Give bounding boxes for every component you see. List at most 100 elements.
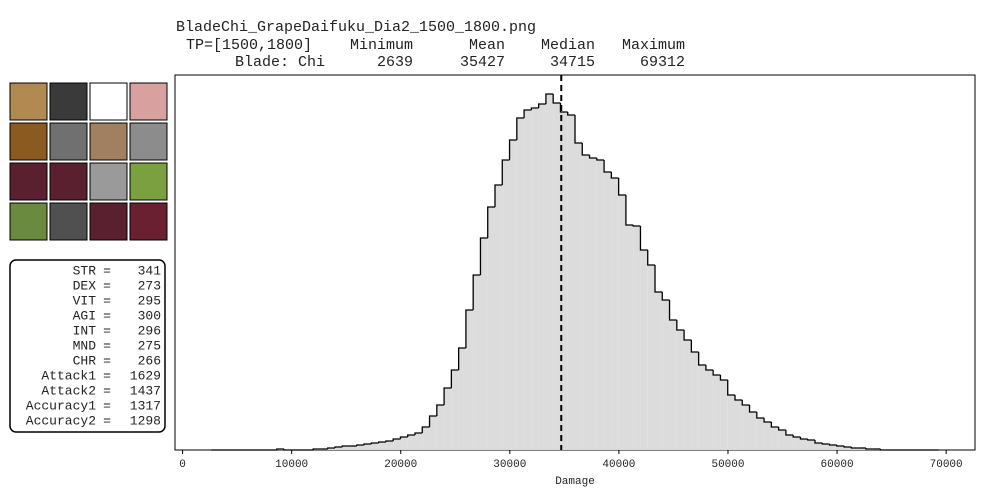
histogram-step bbox=[443, 387, 452, 405]
histogram-bar bbox=[378, 442, 386, 450]
histogram-bar bbox=[793, 437, 801, 450]
histogram-bar bbox=[844, 447, 852, 450]
stat-name: INT bbox=[73, 323, 97, 338]
stat-separator: = bbox=[103, 383, 111, 398]
stat-name: MND bbox=[73, 338, 97, 353]
stats-header: Mean bbox=[469, 37, 505, 54]
histogram-bar bbox=[516, 118, 525, 450]
histogram-step bbox=[399, 436, 408, 439]
x-tick-label: 30000 bbox=[493, 459, 526, 471]
stats-value: 34715 bbox=[550, 54, 595, 71]
histogram-bar bbox=[487, 207, 495, 450]
histogram-bar bbox=[785, 435, 794, 450]
histogram-bar bbox=[494, 185, 503, 450]
x-tick-label: 70000 bbox=[930, 459, 963, 471]
histogram-step bbox=[821, 443, 830, 445]
histogram-step bbox=[501, 159, 510, 185]
stat-name: Attack1 bbox=[41, 368, 96, 383]
histogram-step bbox=[748, 405, 757, 413]
histogram-step bbox=[436, 404, 445, 416]
histogram-step bbox=[654, 265, 663, 293]
stats-value: 69312 bbox=[640, 54, 685, 71]
histogram-step bbox=[407, 434, 415, 437]
stat-separator: = bbox=[103, 263, 111, 278]
histogram-step bbox=[312, 448, 321, 450]
histogram-bar bbox=[509, 140, 517, 450]
histogram-step bbox=[850, 447, 859, 449]
histogram-step bbox=[596, 158, 605, 161]
histogram-step bbox=[828, 444, 837, 446]
histogram-step bbox=[632, 225, 641, 227]
histogram-bar bbox=[611, 178, 619, 450]
histogram-bar bbox=[458, 348, 466, 450]
histogram-step bbox=[545, 93, 554, 104]
stat-name: CHR bbox=[73, 353, 97, 368]
x-axis-label: Damage bbox=[555, 476, 595, 488]
histogram-step bbox=[617, 178, 626, 196]
histogram-bar bbox=[618, 195, 626, 450]
histogram-step bbox=[668, 300, 677, 321]
histogram-step bbox=[879, 449, 888, 451]
histogram-bar bbox=[749, 412, 757, 450]
histogram-bar bbox=[604, 172, 612, 450]
histogram-bar bbox=[465, 310, 474, 450]
histogram-step bbox=[625, 195, 634, 226]
histogram-bar bbox=[414, 433, 423, 450]
histogram-bar bbox=[531, 108, 539, 450]
histogram-bar bbox=[836, 446, 845, 450]
histogram-bar bbox=[371, 443, 379, 450]
histogram-bar bbox=[349, 446, 357, 450]
histogram-step bbox=[472, 274, 481, 310]
histogram-step bbox=[581, 143, 590, 156]
histogram-step bbox=[690, 340, 699, 353]
stat-value: 295 bbox=[138, 293, 161, 308]
histogram-bar bbox=[356, 445, 365, 450]
histogram-step bbox=[334, 446, 343, 448]
stat-separator: = bbox=[103, 398, 111, 413]
histogram-bar bbox=[473, 275, 481, 450]
stat-name: Accuracy2 bbox=[26, 413, 96, 428]
stat-value: 341 bbox=[138, 263, 162, 278]
histogram-bar bbox=[669, 320, 677, 450]
histogram-step bbox=[392, 438, 401, 441]
histogram-bar bbox=[342, 446, 350, 450]
x-tick-label: 10000 bbox=[275, 459, 308, 471]
x-tick-label: 20000 bbox=[384, 459, 417, 471]
stats-row-label: Blade: Chi bbox=[235, 54, 325, 71]
stats-value: 35427 bbox=[460, 54, 505, 71]
histogram-step bbox=[567, 112, 576, 116]
stat-value: 300 bbox=[138, 308, 161, 323]
histogram-bar bbox=[764, 422, 772, 450]
chart-title: BladeChi_GrapeDaifuku_Dia2_1500_1800.png bbox=[176, 19, 536, 36]
stats-header: Maximum bbox=[622, 37, 685, 54]
histogram-bar bbox=[553, 103, 561, 450]
histogram-step bbox=[770, 422, 779, 428]
histogram-step bbox=[712, 370, 721, 376]
histogram-step bbox=[552, 94, 561, 104]
histogram-bar bbox=[625, 225, 634, 450]
x-tick-label: 50000 bbox=[711, 459, 744, 471]
histogram-step bbox=[385, 440, 394, 442]
histogram-bar bbox=[582, 155, 590, 450]
histogram-step bbox=[603, 160, 612, 173]
equipment-grid bbox=[9, 82, 168, 241]
stat-separator: = bbox=[103, 368, 111, 383]
histogram-step bbox=[836, 445, 845, 447]
histogram-bar bbox=[422, 427, 430, 450]
histogram-bar bbox=[589, 158, 597, 450]
histogram-bar bbox=[480, 238, 488, 450]
stat-separator: = bbox=[103, 308, 111, 323]
histogram-step bbox=[727, 380, 736, 396]
histogram-step bbox=[588, 155, 597, 159]
histogram-bar bbox=[655, 292, 663, 450]
histogram-bar bbox=[334, 447, 343, 450]
histogram-step bbox=[792, 435, 801, 438]
histogram-step bbox=[356, 444, 365, 446]
stat-name: DEX bbox=[73, 278, 97, 293]
stat-separator: = bbox=[103, 293, 111, 308]
histogram-step bbox=[465, 309, 474, 348]
stat-name: VIT bbox=[73, 293, 97, 308]
histogram-bar bbox=[407, 435, 415, 450]
histogram-bar bbox=[662, 300, 670, 450]
